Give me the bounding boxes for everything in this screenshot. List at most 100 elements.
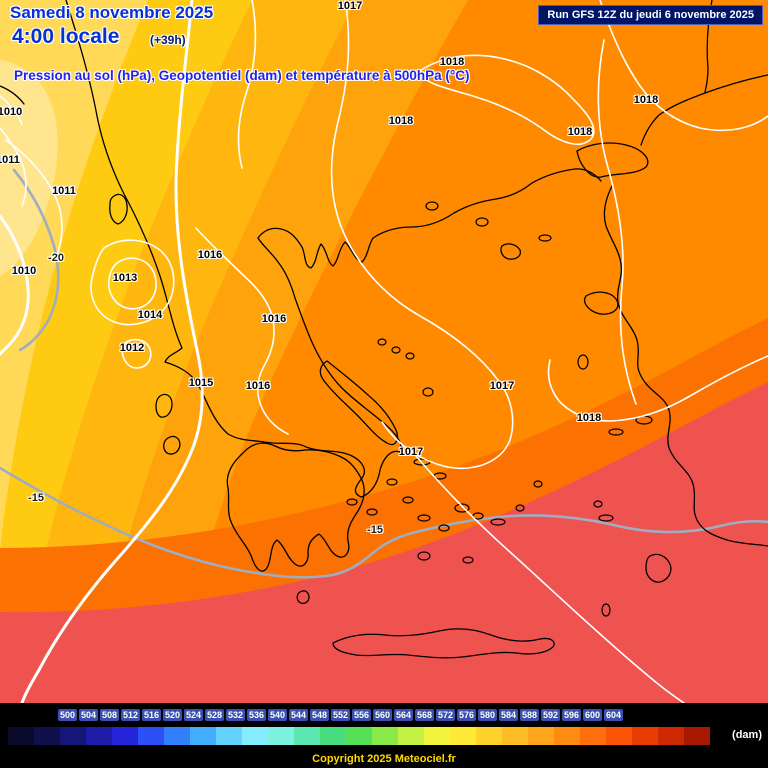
pressure-label: 1017 — [398, 446, 424, 458]
pressure-label: 1011 — [52, 185, 76, 197]
colorbar-cell — [476, 727, 502, 745]
island-corfu — [109, 193, 128, 225]
isobar-top — [237, 0, 257, 169]
colorbar-value: 512 — [121, 709, 140, 721]
isobar-right-long — [597, 39, 637, 405]
colorbar-cell — [398, 727, 424, 745]
colorbar-cell — [268, 727, 294, 745]
colorbar-value: 580 — [478, 709, 497, 721]
colorbar-value: 556 — [352, 709, 371, 721]
colorbar-value: 500 — [58, 709, 77, 721]
colorbar-panel: 500 504 508 512 516 520 524 528 532 536 540 544 548 5… — [0, 703, 768, 768]
isobar-1016 — [195, 227, 289, 435]
isobar-1013-loop — [108, 257, 157, 310]
pressure-label: 1016 — [245, 380, 271, 392]
map-area: 1017 1018 1018 1018 1018 1010 1011 1011 1010 -20 1… — [0, 0, 768, 703]
isobar-1018-east — [547, 355, 768, 422]
colorbar-value: 564 — [394, 709, 413, 721]
isobar-1011-b — [5, 139, 63, 253]
pressure-label: 1012 — [119, 342, 145, 354]
coast-balkans-greece — [65, 0, 602, 498]
forecast-offset: (+39h) — [150, 33, 186, 47]
colorbar-cell — [632, 727, 658, 745]
isobar-1010-edge — [0, 95, 23, 125]
colorbar-value: 504 — [79, 709, 98, 721]
island-limnos — [500, 243, 522, 260]
coast-peloponnese — [226, 442, 365, 572]
colorbar-cell — [112, 727, 138, 745]
isobar-1014-loop — [90, 239, 175, 326]
colorbar-cell — [190, 727, 216, 745]
colorbar-cell — [320, 727, 346, 745]
isobar-1010-thick — [0, 214, 30, 356]
island-zakynthos — [163, 435, 181, 455]
pressure-label: 1017 — [337, 0, 363, 12]
coast-bosphorus-blacksea — [640, 74, 768, 146]
island-kythera — [296, 590, 310, 605]
island-rhodes — [645, 553, 672, 583]
pressure-label: 1017 — [489, 380, 515, 392]
temperature-label: -20 — [48, 252, 64, 264]
pressure-label: 1015 — [188, 377, 214, 389]
copyright-text: Copyright 2025 Meteociel.fr — [312, 753, 456, 765]
colorbar-value: 548 — [310, 709, 329, 721]
pressure-label: 1010 — [0, 106, 23, 118]
colorbar-cell — [216, 727, 242, 745]
coast-marmara — [576, 142, 649, 178]
colorbar-value: 600 — [583, 709, 602, 721]
colorbar-cells-row — [8, 727, 710, 745]
map-labels-layer: 1017 1018 1018 1018 1018 1010 1011 1011 1010 -20 1… — [0, 0, 659, 536]
pressure-label: 1018 — [439, 56, 465, 68]
coast-turkey-west — [603, 185, 768, 547]
colorbar-cell — [60, 727, 86, 745]
map-subtitle: Pression au sol (hPa), Geopotentiel (dam… — [14, 68, 470, 83]
isobar-1017 — [330, 0, 514, 470]
pressure-label: 1013 — [112, 272, 138, 284]
colorbar-value: 540 — [268, 709, 287, 721]
colorbar-value: 508 — [100, 709, 119, 721]
colorbar-values-row: 500 504 508 512 516 520 524 528 532 536 540 544 548 5… — [58, 709, 623, 721]
coast-euboea — [319, 360, 399, 446]
colorbar-cell — [8, 727, 34, 745]
colorbar-cell — [242, 727, 268, 745]
colorbar-unit: (dam) — [732, 729, 762, 741]
coast-italy-heel — [0, 85, 25, 105]
isobar-1018-arc — [599, 0, 768, 132]
colorbar-cell — [554, 727, 580, 745]
forecast-date: Samedi 8 novembre 2025 — [10, 3, 214, 22]
colorbar-cell — [138, 727, 164, 745]
colorbar-cell — [658, 727, 684, 745]
isobar-1015-thick — [20, 0, 204, 703]
colorbar-value: 568 — [415, 709, 434, 721]
temperature-label: -15 — [367, 524, 383, 536]
colorbar-value: 528 — [205, 709, 224, 721]
forecast-time: 4:00 locale — [12, 25, 120, 48]
isobar-1017-south — [415, 455, 685, 703]
run-info-box: Run GFS 12Z du jeudi 6 novembre 2025 — [538, 5, 763, 25]
island-lesbos — [583, 291, 619, 315]
colorbar-value: 560 — [373, 709, 392, 721]
colorbar-value: 552 — [331, 709, 350, 721]
isobar-lines — [0, 0, 768, 703]
colorbar-value: 516 — [142, 709, 161, 721]
isotherm-minus20 — [12, 168, 60, 352]
isobar-lines-thick — [0, 0, 204, 703]
colorbar-value: 532 — [226, 709, 245, 721]
pressure-label: 1016 — [261, 313, 287, 325]
pressure-label: 1014 — [137, 309, 163, 321]
colorbar-cell — [424, 727, 450, 745]
colorbar-cell — [684, 727, 710, 745]
colorbar-cell — [606, 727, 632, 745]
weather-map-svg — [0, 0, 768, 703]
colorbar-value: 524 — [184, 709, 203, 721]
colorbar-value: 572 — [436, 709, 455, 721]
colorbar-cell — [86, 727, 112, 745]
pressure-label: 1018 — [633, 94, 659, 106]
small-islands — [346, 201, 653, 617]
colorbar-value: 584 — [499, 709, 518, 721]
colorbar-value: 592 — [541, 709, 560, 721]
pressure-label: 1016 — [197, 249, 223, 261]
colorbar-value: 576 — [457, 709, 476, 721]
colorbar-cell — [580, 727, 606, 745]
